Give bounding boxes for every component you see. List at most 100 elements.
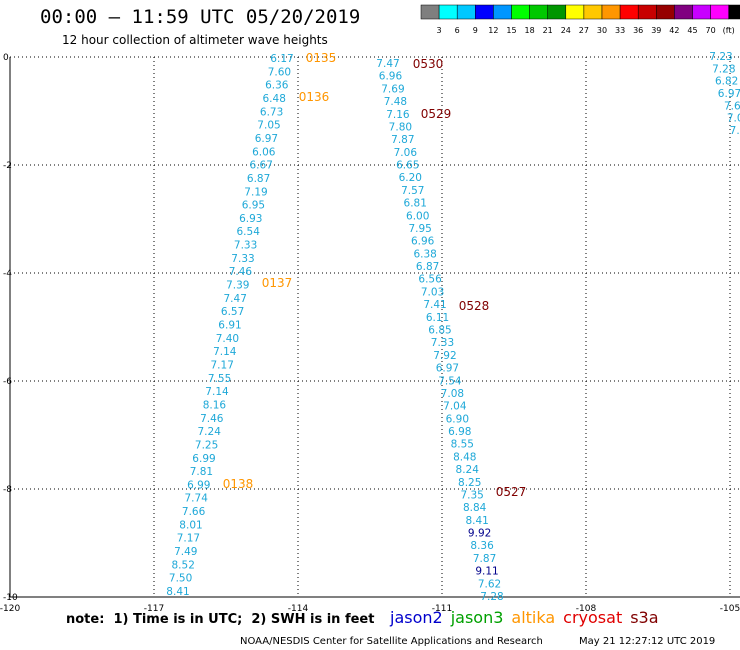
middle-track-value: 7.48 <box>384 96 407 108</box>
west-track-value: 6.91 <box>218 320 241 332</box>
middle-track-value: 6.96 <box>411 236 435 248</box>
west-track-value: 6.57 <box>221 306 244 318</box>
middle-track-value: 7.95 <box>408 223 431 235</box>
middle-track-value: 8.41 <box>465 515 488 527</box>
middle-track-value: 7.06 <box>394 147 418 159</box>
middle-track-value: 7.80 <box>389 121 412 133</box>
color-scale-label: (ft) <box>723 26 735 35</box>
latitude-tick-label: -4 <box>3 269 12 279</box>
west-track-value: 7.46 <box>200 413 224 425</box>
color-scale-label: 15 <box>506 26 516 35</box>
west-track-value: 6.36 <box>265 80 289 92</box>
color-scale-label: 21 <box>543 26 553 35</box>
west-track-value: 7.05 <box>257 120 280 132</box>
middle-track-value: 7.28 <box>480 591 503 603</box>
middle-track-value: 8.25 <box>458 477 481 489</box>
middle-track-value: 7.87 <box>473 553 496 565</box>
latitude-tick-label: -2 <box>3 161 12 171</box>
longitude-tick-label: -117 <box>144 604 164 614</box>
color-scale-label: 27 <box>579 26 589 35</box>
longitude-tick-label: -105 <box>720 604 740 614</box>
west-track-value: 7.33 <box>231 253 254 265</box>
west-track-value: 6.93 <box>239 213 262 225</box>
middle-track-value: 7.47 <box>376 58 399 70</box>
west-track-value: 7.46 <box>229 266 253 278</box>
middle-track-value: 8.84 <box>463 502 487 514</box>
west-track-value: 7.47 <box>224 293 247 305</box>
east-track-value: 6.97 <box>718 88 740 100</box>
color-scale-label: 6 <box>455 26 460 35</box>
page-subtitle: 12 hour collection of altimeter wave hei… <box>62 33 328 47</box>
middle-track-value: 6.85 <box>428 325 451 337</box>
color-scale-bar: 3 6 9 12 15 18 21 24 27 30 33 36 39 42 45 70 (ft) <box>420 4 740 35</box>
middle-track-value: 8.24 <box>456 464 480 476</box>
east-track-value: 7.3 <box>730 125 740 137</box>
color-scale-label: 18 <box>525 26 535 35</box>
middle-track-value: 7.87 <box>391 134 414 146</box>
middle-track-value: 6.98 <box>448 426 471 438</box>
east-track-value: 7.28 <box>712 63 735 75</box>
middle-track-value: 7.08 <box>441 388 464 400</box>
west-track-value: 7.55 <box>208 373 231 385</box>
longitude-tick-label: -111 <box>432 604 452 614</box>
middle-track-value: 7.69 <box>381 83 404 95</box>
west-track-value: 6.17 <box>270 53 293 65</box>
west-track-value: 7.66 <box>182 506 206 518</box>
west-track-value: 7.14 <box>213 346 237 358</box>
legend-s3a: s3a <box>630 608 659 627</box>
west-track-value: 6.95 <box>242 200 265 212</box>
west-track-value: 6.48 <box>263 93 286 105</box>
west-track-value: 6.99 <box>187 479 210 491</box>
middle-track-value: 7.03 <box>421 286 444 298</box>
middle-track-value: 9.92 <box>468 528 491 540</box>
west-track-value: 7.50 <box>169 573 192 585</box>
middle-track-value: 6.00 <box>406 210 429 222</box>
longitude-tick-label: -120 <box>0 604 20 614</box>
generated-timestamp: May 21 12:27:12 UTC 2019 <box>579 636 716 647</box>
color-scale-label: 33 <box>615 26 625 35</box>
east-track-value: 6.82 <box>715 76 738 88</box>
west-track-value: 7.17 <box>211 359 234 371</box>
west-track-value: 8.01 <box>179 519 202 531</box>
longitude-tick-label: -114 <box>288 604 309 614</box>
middle-track-value: 7.33 <box>431 337 454 349</box>
middle-track-value: 7.57 <box>401 185 424 197</box>
west-track-value: 7.40 <box>216 333 239 345</box>
credit-line: NOAA/NESDIS Center for Satellite Applica… <box>240 636 543 647</box>
west-track-value: 6.97 <box>255 133 278 145</box>
middle-track-value: 7.41 <box>423 299 446 311</box>
west-track-value: 6.06 <box>252 146 276 158</box>
west-track-value: 7.24 <box>198 426 222 438</box>
west-track-value: 8.52 <box>172 559 195 571</box>
cryosat-time-label: 0529 <box>421 107 452 121</box>
middle-track-value: 6.87 <box>416 261 439 273</box>
west-track-value: 6.73 <box>260 106 283 118</box>
west-track-value: 7.81 <box>190 466 213 478</box>
color-scale-label: 36 <box>633 26 643 35</box>
west-track-value: 7.19 <box>244 186 267 198</box>
middle-track-value: 6.81 <box>404 198 427 210</box>
middle-track-value: 6.56 <box>418 274 442 286</box>
east-track-value: 7.6 <box>724 100 740 112</box>
middle-track-value: 6.38 <box>413 248 436 260</box>
longitude-tick-label: -108 <box>576 604 597 614</box>
cryosat-time-label: 0528 <box>459 299 490 313</box>
color-scale-label: 70 <box>706 26 716 35</box>
west-track-value: 7.49 <box>174 546 197 558</box>
color-scale-label: 3 <box>437 26 442 35</box>
latitude-tick-label: -10 <box>3 593 18 603</box>
west-track-value: 7.74 <box>185 493 209 505</box>
middle-track-value: 7.35 <box>460 489 483 501</box>
legend-altika: altika <box>511 608 556 627</box>
altika-time-label: 0135 <box>306 51 337 65</box>
east-track-value: 7.0 <box>727 113 740 125</box>
color-scale-label: 42 <box>669 26 679 35</box>
color-scale-label: 12 <box>488 26 498 35</box>
middle-track-value: 7.16 <box>386 109 410 121</box>
legend-jason3: jason3 <box>450 608 504 627</box>
middle-track-value: 6.11 <box>426 312 449 324</box>
latitude-tick-label: -8 <box>3 485 12 495</box>
page-title: 00:00 – 11:59 UTC 05/20/2019 <box>40 6 361 28</box>
west-track-value: 6.54 <box>237 226 261 238</box>
